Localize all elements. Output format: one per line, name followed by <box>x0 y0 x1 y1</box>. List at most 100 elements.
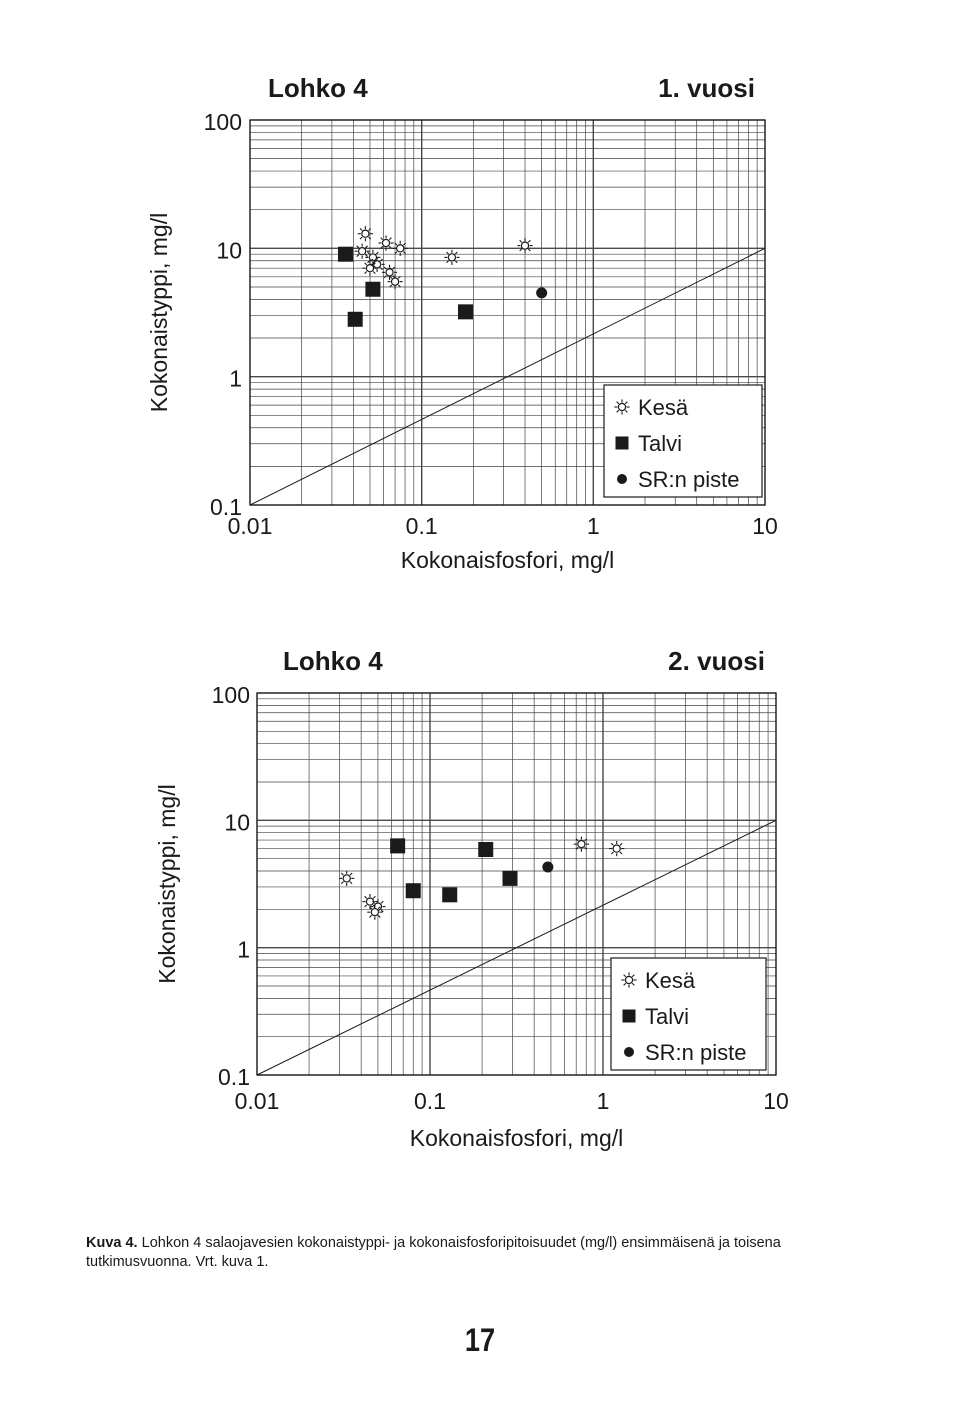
legend-kesa-marker-ray <box>616 409 620 413</box>
data-point-kesa-ray <box>349 881 353 885</box>
legend-kesa-marker-ray <box>623 974 627 978</box>
data-point-kesa-core <box>520 241 530 250</box>
x-tick-label: 1 <box>587 513 600 539</box>
series-dot <box>542 861 554 873</box>
series-square <box>390 838 518 903</box>
legend-kesa-marker-ray <box>631 974 635 978</box>
data-point-kesa-ray <box>368 236 372 240</box>
data-point-kesa <box>378 235 394 251</box>
x-tick-label: 0.1 <box>414 1088 446 1114</box>
data-point-kesa-ray <box>389 284 393 288</box>
data-point-kesa-ray <box>377 915 381 918</box>
legend-box <box>603 384 763 498</box>
y-tick-label: 1 <box>229 366 242 392</box>
data-point-kesa-core <box>396 244 405 253</box>
data-point-kesa-core <box>612 844 621 853</box>
y-tick-label: 10 <box>224 809 250 835</box>
legend-kesa-marker-ray <box>623 982 627 986</box>
data-point-kesa-core <box>390 277 400 286</box>
data-point-kesa-ray <box>446 251 450 255</box>
legend-talvi-marker <box>615 436 629 450</box>
reference-line <box>249 247 766 506</box>
data-point-kesa-ray <box>340 872 344 876</box>
data-point-kesa <box>357 226 373 242</box>
data-point-kesa-ray <box>377 906 381 910</box>
data-point-kesa-ray <box>527 239 531 243</box>
data-point-kesa <box>362 260 378 276</box>
chart-title: Lohko 4 <box>268 73 368 103</box>
data-point-kesa-ray <box>369 915 372 918</box>
data-point-kesa-core <box>365 264 375 273</box>
data-point-kesa-ray <box>356 254 360 257</box>
data-point-kesa-ray <box>584 847 588 850</box>
series-square <box>337 246 473 327</box>
data-point-sr <box>542 861 554 873</box>
data-point-sr <box>536 287 548 299</box>
chart-title: Lohko 4 <box>283 646 383 676</box>
legend-talvi-marker <box>622 1009 636 1023</box>
data-point-kesa-ray <box>379 267 383 271</box>
data-point-kesa-ray <box>454 251 458 255</box>
chart-grid <box>256 692 777 1076</box>
caption-text: Lohkon 4 salaojavesien kokonaistyppi- ja… <box>86 1235 781 1270</box>
series-sun <box>354 226 533 290</box>
caption-label: Kuva 4. <box>86 1235 138 1251</box>
data-point-kesa <box>387 274 403 290</box>
data-point-kesa-core <box>385 268 394 277</box>
y-tick-label: 100 <box>204 109 242 135</box>
x-axis-label: Kokonaisfosfori, mg/l <box>410 1125 623 1151</box>
series-dot <box>536 287 548 299</box>
data-point-kesa-ray <box>619 842 623 846</box>
data-point-kesa-ray <box>394 251 398 255</box>
data-point-kesa <box>444 249 460 265</box>
legend-label: Talvi <box>645 1004 689 1029</box>
data-point-kesa-core <box>447 253 457 262</box>
data-point-kesa-ray <box>610 851 614 855</box>
data-point-kesa-ray <box>519 248 523 252</box>
data-point-kesa-core <box>357 246 367 256</box>
data-point-kesa-ray <box>584 838 588 842</box>
data-point-talvi <box>365 281 381 297</box>
legend-sr-marker <box>617 474 627 484</box>
data-point-kesa <box>339 870 355 886</box>
data-point-kesa-ray <box>364 271 368 274</box>
data-point-kesa <box>609 840 625 857</box>
data-point-kesa-core <box>342 874 351 883</box>
reference-line <box>256 819 777 1076</box>
y-axis-label: Kokonaistyppi, mg/l <box>146 213 172 412</box>
data-point-kesa-ray <box>372 271 376 274</box>
data-point-kesa-ray <box>403 251 406 255</box>
chart-subtitle: 2. vuosi <box>668 646 765 676</box>
data-point-kesa-core <box>361 229 370 238</box>
plot-frame <box>256 692 777 1076</box>
legend-label: SR:n piste <box>645 1040 747 1065</box>
data-point-talvi <box>347 311 363 327</box>
data-point-talvi <box>442 887 458 903</box>
data-point-kesa-ray <box>364 254 368 257</box>
data-point-talvi <box>405 883 421 899</box>
data-point-kesa-ray <box>575 838 579 842</box>
data-point-talvi <box>457 304 473 320</box>
x-tick-label: 1 <box>597 1088 610 1114</box>
data-point-kesa-ray <box>375 251 379 255</box>
data-point-kesa-ray <box>388 245 392 249</box>
data-point-talvi <box>390 838 406 854</box>
data-point-kesa-ray <box>364 245 368 249</box>
page-number: 17 <box>464 1322 496 1358</box>
data-point-kesa-ray <box>383 266 387 270</box>
legend-kesa-marker-ray <box>624 401 628 405</box>
data-point-kesa-ray <box>367 260 371 264</box>
data-point-kesa <box>381 264 398 280</box>
y-tick-label: 0.1 <box>210 494 242 520</box>
y-tick-label: 0.1 <box>218 1064 250 1090</box>
data-point-kesa-core <box>577 839 586 849</box>
data-point-kesa <box>573 836 589 852</box>
data-point-kesa-ray <box>372 262 376 266</box>
data-point-kesa <box>367 904 383 920</box>
data-point-kesa-ray <box>359 236 363 240</box>
y-tick-label: 1 <box>237 937 250 963</box>
data-point-talvi <box>337 246 353 262</box>
data-point-kesa-ray <box>368 227 372 231</box>
